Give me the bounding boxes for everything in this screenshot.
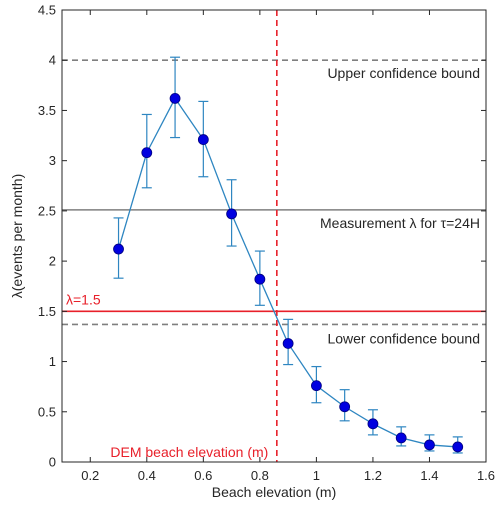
y-tick-label: 0.5: [38, 404, 56, 419]
data-point: [282, 338, 294, 349]
data-point: [367, 418, 379, 430]
hline-label-0: Upper confidence bound: [327, 65, 480, 81]
y-tick-label: 4: [49, 53, 56, 68]
data-point: [197, 134, 209, 145]
x-tick-label: 0.4: [138, 468, 156, 483]
data-point: [254, 273, 266, 285]
plot-area: [62, 10, 486, 462]
y-tick-label: 2.5: [38, 203, 56, 218]
y-tick-label: 1: [49, 354, 56, 369]
data-point: [169, 92, 181, 104]
y-tick-label: 1.5: [38, 304, 56, 319]
data-point: [395, 432, 407, 444]
data-point: [226, 208, 238, 220]
y-axis-title: λ(events per month): [9, 174, 25, 299]
x-tick-label: 1.2: [364, 468, 382, 483]
plot-frame: [61, 9, 487, 463]
data-point: [310, 380, 322, 392]
data-point: [141, 147, 153, 159]
x-tick-label: 0.6: [194, 468, 212, 483]
x-tick-label: 1.4: [420, 468, 438, 483]
x-tick-label: 0.2: [81, 468, 99, 483]
vline-label-0: DEM beach elevation (m): [110, 444, 268, 460]
data-point: [339, 401, 351, 413]
x-tick-label: 0.8: [251, 468, 269, 483]
y-tick-label: 0: [49, 455, 56, 470]
x-axis-title: Beach elevation (m): [212, 484, 337, 500]
y-tick-label: 3: [49, 153, 56, 168]
y-tick-label: 3.5: [38, 103, 56, 118]
hline-label-3: Lower confidence bound: [327, 330, 480, 346]
x-tick-label: 1.6: [477, 468, 495, 483]
y-tick-label: 2: [49, 254, 56, 269]
data-point: [424, 439, 435, 451]
hline-label-1: Measurement λ for τ=24H: [320, 215, 480, 231]
data-point: [452, 441, 464, 453]
hline-label-2: λ=1.5: [66, 291, 101, 307]
x-tick-label: 1: [313, 468, 320, 483]
data-point: [113, 243, 124, 255]
y-tick-label: 4.5: [38, 3, 56, 18]
